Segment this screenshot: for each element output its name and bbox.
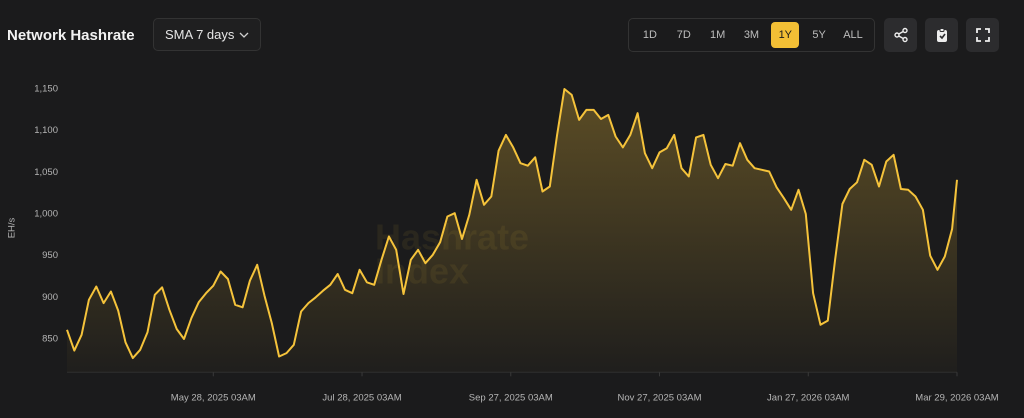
fullscreen-button[interactable]: [966, 18, 999, 52]
fullscreen-icon: [975, 28, 990, 42]
chevron-icon: [239, 32, 249, 38]
y-tick-label: 1,150: [34, 84, 58, 95]
x-tick-label: Sep 27, 2025 03AM: [469, 393, 553, 404]
y-axis-label: EH/s: [7, 217, 18, 238]
share-icon: [893, 27, 908, 43]
y-tick-label: 1,000: [34, 209, 58, 220]
x-tick-label: Jan 27, 2026 03AM: [767, 393, 849, 404]
line: [66, 88, 958, 360]
area: [67, 89, 957, 373]
x-tick-label: Mar 29, 2026 03AM: [915, 393, 999, 404]
y-tick-label: 1,100: [34, 125, 58, 136]
x-tick-label: Nov 27, 2025 03AM: [618, 393, 702, 404]
sma-label: SMA 7 days: [165, 27, 235, 42]
capture-icon: [936, 28, 947, 42]
chart-title: Network Hashrate: [7, 27, 135, 44]
y-tick-label: 900: [42, 292, 58, 303]
range-button[interactable]: 1D: [642, 29, 657, 41]
sma-dropdown[interactable]: SMA 7 days: [153, 18, 261, 51]
share-button[interactable]: [884, 18, 917, 52]
range-button[interactable]: 1Y: [771, 22, 800, 48]
range-button[interactable]: 7D: [676, 29, 691, 41]
y-tick-label: 950: [42, 250, 58, 261]
y-tick-label: 1,050: [34, 167, 58, 178]
range-button[interactable]: 5Y: [812, 29, 826, 41]
y-tick-label: 850: [42, 333, 58, 344]
range-button[interactable]: ALL: [843, 29, 863, 41]
range-button[interactable]: 1M: [709, 29, 726, 41]
range-selector: 1D 7D 1M 3M 1Y 5Y ALL: [628, 18, 875, 52]
x-tick-label: May 28, 2025 03AM: [171, 393, 256, 404]
capture-button[interactable]: [925, 18, 958, 52]
x-tick-label: Jul 28, 2025 03AM: [322, 393, 401, 404]
range-button[interactable]: 3M: [743, 29, 760, 41]
